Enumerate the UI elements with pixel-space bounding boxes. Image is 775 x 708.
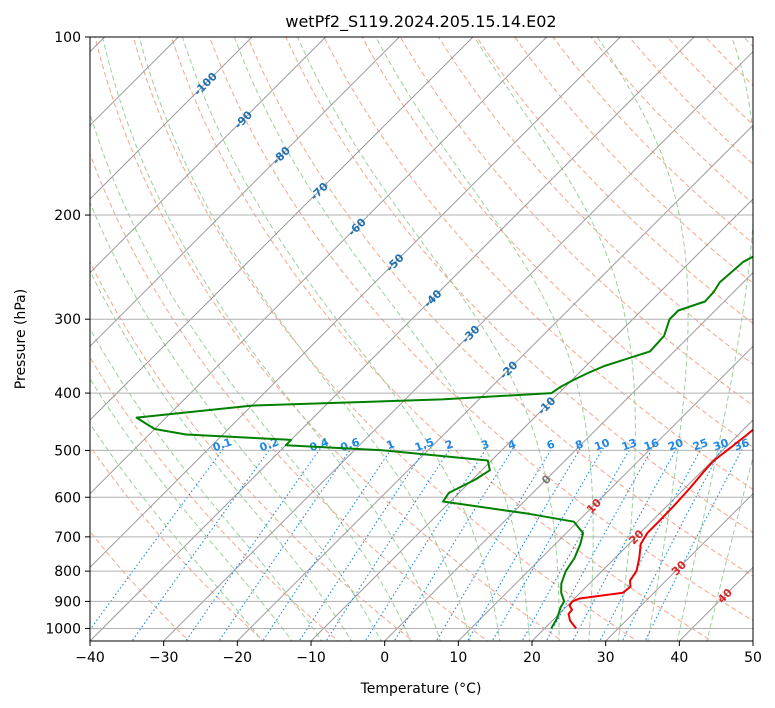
x-axis-label: Temperature (°C) bbox=[360, 681, 482, 697]
dry-adiabat bbox=[769, 24, 775, 644]
y-tick-label: 400 bbox=[54, 386, 81, 402]
dry-adiabat bbox=[285, 37, 753, 534]
isotherm bbox=[90, 37, 327, 274]
x-tick-label: −30 bbox=[149, 650, 179, 666]
mixing-ratio-label: 36 bbox=[732, 436, 751, 454]
isotherm bbox=[310, 198, 753, 641]
mixing-ratio-label: 10 bbox=[593, 436, 612, 454]
mixing-ratio-line bbox=[298, 444, 429, 641]
dry-adiabat bbox=[170, 37, 713, 641]
y-tick-label: 200 bbox=[54, 208, 81, 224]
x-tick-label: −20 bbox=[223, 650, 253, 666]
isotherm bbox=[90, 37, 401, 348]
x-tick-label: −40 bbox=[75, 650, 105, 666]
x-tick-label: 30 bbox=[597, 650, 615, 666]
isotherm bbox=[457, 345, 753, 641]
isotherm bbox=[90, 37, 695, 641]
mixing-ratio-label: 20 bbox=[666, 436, 685, 454]
skewed-isotherms bbox=[90, 37, 753, 641]
mixing-ratio-line bbox=[90, 444, 227, 631]
mixing-ratio-label: 1.5 bbox=[413, 435, 436, 454]
x-tick-label: 0 bbox=[380, 650, 389, 666]
x-tick-label: 40 bbox=[670, 650, 688, 666]
mixing-ratio-label: 16 bbox=[642, 436, 661, 454]
dry-adiabat bbox=[247, 37, 753, 577]
mixing-ratio-label: 30 bbox=[711, 436, 730, 454]
x-tick-label: 50 bbox=[744, 650, 762, 666]
mixing-ratio-label: 0.1 bbox=[211, 435, 234, 454]
mixing-ratio-line bbox=[262, 444, 395, 641]
isotherm bbox=[162, 50, 753, 641]
mixing-ratio-label: 25 bbox=[691, 436, 710, 453]
plot-frame bbox=[89, 36, 754, 642]
moist-adiabat bbox=[90, 422, 264, 641]
mixing-ratio-line bbox=[491, 444, 606, 641]
mixing-ratio-label: 0.2 bbox=[258, 435, 281, 454]
mixing-ratio-line bbox=[185, 444, 324, 641]
mixing-ratio-line bbox=[364, 444, 489, 641]
dry-adiabat bbox=[437, 37, 753, 365]
mixing-ratio-line bbox=[435, 444, 555, 641]
x-axis: −40 −30 −20 −10 0 10 20 30 40 50 bbox=[75, 641, 762, 666]
dry-adiabat bbox=[90, 152, 489, 641]
mixing-ratio-label: 2 bbox=[443, 437, 455, 452]
mixing-ratio-line bbox=[599, 444, 704, 641]
mixing-ratio-label: 3 bbox=[479, 437, 491, 452]
isotherm bbox=[236, 124, 753, 641]
y-tick-label: 500 bbox=[54, 443, 81, 459]
isotherm bbox=[90, 37, 253, 200]
isotherm bbox=[90, 37, 622, 569]
y-tick-label: 800 bbox=[54, 564, 81, 580]
plot-area: -100-90-80-70-60-50-40-30-20-10010203040… bbox=[90, 24, 775, 644]
x-tick-label: −10 bbox=[296, 650, 326, 666]
mixing-ratio-label: 13 bbox=[620, 436, 639, 453]
y-tick-label: 100 bbox=[54, 30, 81, 46]
mixing-ratio-label: 8 bbox=[573, 437, 585, 452]
isotherm bbox=[604, 492, 753, 641]
dewpoint-profile bbox=[135, 255, 753, 629]
mixing-ratio-line bbox=[218, 444, 354, 641]
isotherm bbox=[752, 640, 753, 641]
mixing-ratio-line bbox=[466, 444, 583, 641]
mixing-ratio-label: 1 bbox=[385, 437, 397, 452]
dry-adiabat bbox=[323, 37, 753, 491]
isotherm bbox=[531, 419, 753, 641]
isotherm bbox=[383, 271, 753, 641]
mixing-ratio-line bbox=[572, 444, 679, 641]
mixing-ratio-label: 0.4 bbox=[308, 435, 331, 454]
y-tick-label: 600 bbox=[54, 490, 81, 506]
mixing-ratio-label: 6 bbox=[545, 437, 557, 452]
dry-adiabat bbox=[361, 37, 753, 448]
x-tick-label: 20 bbox=[523, 650, 541, 666]
temperature-profile bbox=[567, 428, 753, 630]
sounding-series bbox=[135, 255, 753, 630]
isotherm bbox=[90, 37, 548, 495]
isotherm bbox=[90, 37, 474, 421]
mixing-ratio-lines bbox=[90, 444, 745, 641]
pressure-gridlines bbox=[90, 37, 753, 629]
mixing-ratio-line bbox=[325, 444, 453, 641]
y-tick-label: 700 bbox=[54, 530, 81, 546]
y-axis: 100 200 300 400 500 600 700 800 900 1000 bbox=[45, 30, 90, 637]
y-tick-label: 1000 bbox=[45, 621, 81, 637]
moist-adiabat bbox=[90, 377, 293, 641]
chart-title: wetPf2_S119.2024.205.15.14.E02 bbox=[285, 12, 556, 32]
y-tick-label: 300 bbox=[54, 312, 81, 328]
mixing-ratio-line bbox=[393, 444, 516, 641]
mixing-ratio-label: 4 bbox=[506, 437, 518, 452]
y-tick-label: 900 bbox=[54, 594, 81, 610]
x-tick-label: 10 bbox=[449, 650, 467, 666]
y-axis-label: Pressure (hPa) bbox=[13, 289, 29, 389]
